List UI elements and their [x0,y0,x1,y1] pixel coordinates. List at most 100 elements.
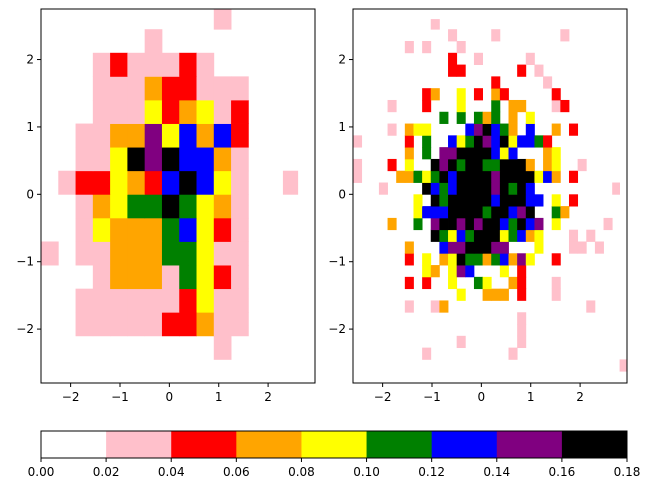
heatmap-cell [430,158,440,172]
heatmap-cell [551,253,561,266]
heatmap-cell [473,217,483,231]
heatmap-cell [465,217,475,231]
heatmap-cell [456,288,466,301]
heatmap-cell [482,123,492,136]
y-tick-label: −2 [16,322,34,336]
heatmap-cell [465,241,475,254]
heatmap-cell [482,288,492,301]
heatmap-cell [465,253,475,266]
heatmap-cell [482,206,492,219]
heatmap-cell [517,265,527,278]
heatmap-cell [75,241,94,266]
heatmap-cell [144,194,163,219]
x-tick-label: −2 [62,390,80,404]
heatmap-cell [179,147,197,172]
heatmap-cell [473,135,483,148]
heatmap-cell [144,265,163,290]
y-tick-label: −1 [16,255,34,269]
heatmap-cell [422,253,432,266]
heatmap-cell [534,229,544,242]
heatmap-cell [465,123,475,136]
heatmap-cell [413,123,423,136]
heatmap-cell [517,276,527,290]
heatmap-cell [517,335,527,349]
heatmap-cell [422,88,432,101]
heatmap-cell [231,312,249,337]
heatmap-cell [110,123,128,148]
heatmap-cell [508,111,518,124]
heatmap-cell [551,206,561,219]
heatmap-cell [422,147,432,160]
heatmap-cell [491,29,501,42]
heatmap-cell [144,147,163,172]
x-tick-label: −2 [374,390,392,404]
heatmap-cell [196,123,215,148]
heatmap-cell [439,147,449,160]
heatmap-cell [543,147,553,160]
heatmap-cell [92,147,111,172]
heatmap-cell [499,265,509,278]
heatmap-cell [213,147,232,172]
heatmap-cell [560,206,570,219]
heatmap-cell [179,194,197,219]
heatmap-cell [439,241,449,254]
heatmap-cell [213,288,232,313]
heatmap-cell [568,229,579,242]
heatmap-cell [430,182,440,195]
heatmap-cell [508,347,518,360]
heatmap-cell [161,99,180,124]
colorbar-segment [236,431,302,458]
heatmap-cell [456,229,466,242]
heatmap-cell [404,300,414,313]
heatmap-cell [456,99,466,113]
heatmap-cell [422,347,432,360]
heatmap-cell [482,229,492,242]
heatmap-cell [499,229,509,242]
heatmap-cell [508,147,518,160]
heatmap-cell [413,206,423,219]
heatmap-cell [92,217,111,242]
heatmap-cell [92,76,111,101]
heatmap-cell [92,194,111,219]
heatmap-cell [448,276,458,290]
heatmap-cell [491,76,501,89]
heatmap-cell [482,147,492,160]
heatmap-cell [404,241,414,254]
heatmap-cell [577,158,587,172]
heatmap-cell [231,288,249,313]
colorbar-segment [366,431,433,458]
heatmap-cell [491,158,501,172]
heatmap-cell [499,170,509,183]
heatmap-cell [127,194,146,219]
heatmap-cell [517,229,527,242]
heatmap-cell [92,52,111,77]
heatmap-cell [543,158,553,172]
heatmap-cell [110,265,128,290]
heatmap-cell [499,158,509,172]
heatmap-cell [231,123,249,148]
heatmap-cell [508,135,518,148]
axes-frame [40,8,316,384]
heatmap-cell [491,88,501,101]
heatmap-panel-left: −2 −1 0 1 2 −2 −1 0 1 2 [16,8,316,404]
heatmap-cell [473,111,483,124]
heatmap-cell [594,241,604,254]
heatmap-cell [482,170,492,183]
heatmap-cell [473,241,483,254]
colorbar-tick-label: 0.14 [483,465,510,479]
heatmap-cell [75,147,94,172]
heatmap-cell [422,99,432,113]
heatmap-cell [456,194,466,207]
y-tick-label: 0 [338,187,346,201]
heatmap-cell [543,135,553,148]
heatmap-cell [127,52,146,77]
heatmap-cell [473,158,483,172]
heatmap-cell [551,276,561,290]
heatmap-cell [491,206,501,219]
heatmap-cell [525,52,535,65]
heatmap-cell [603,217,613,231]
heatmap-cell [456,265,466,278]
heatmap-cell [517,135,527,148]
heatmap-cell [543,76,553,89]
heatmap-cell [525,170,535,183]
